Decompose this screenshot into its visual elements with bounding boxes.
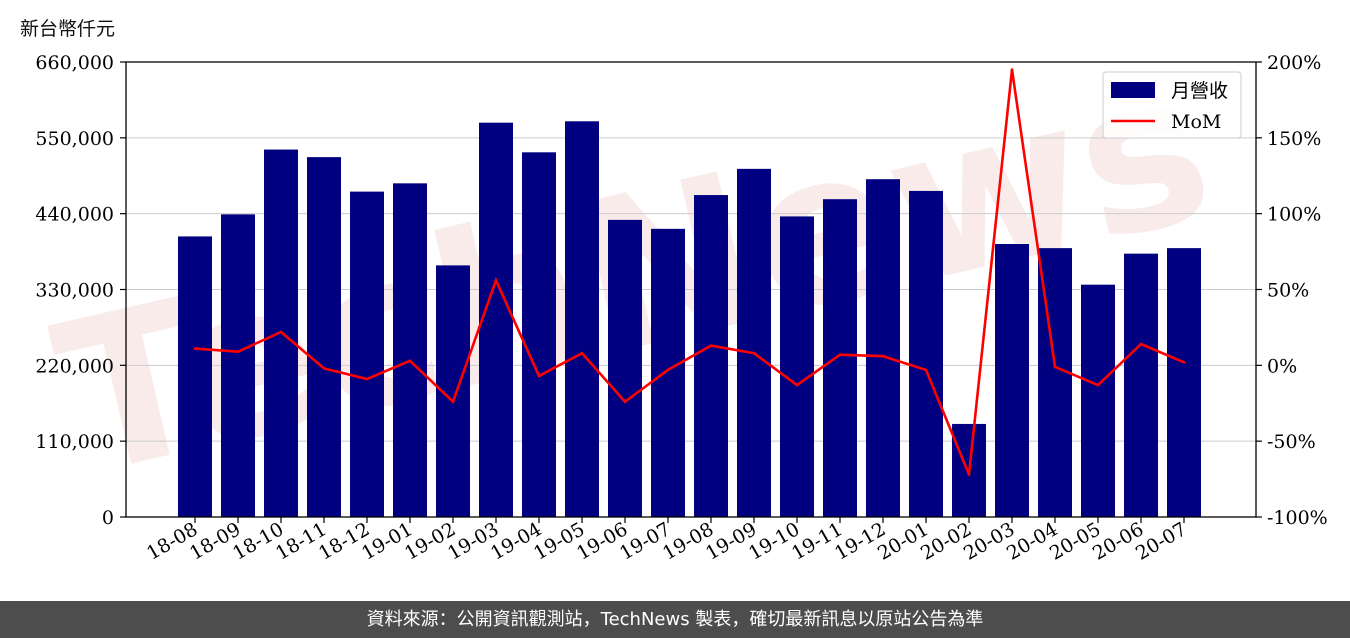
mom-point-20-04	[1053, 365, 1057, 369]
right-tick-label: 150%	[1267, 128, 1321, 150]
bar-19-10	[780, 216, 814, 517]
revenue-chart: TechNews 0110,000220,000330,000440,00055…	[35, 22, 1328, 564]
mom-point-20-05	[1096, 383, 1100, 387]
mom-point-19-05	[580, 351, 584, 355]
bar-20-07	[1167, 248, 1201, 518]
mom-point-18-10	[279, 330, 283, 334]
mom-line	[194, 69, 1185, 475]
bar-18-11	[307, 157, 341, 518]
mom-point-19-10	[795, 383, 799, 387]
right-tick-label: 50%	[1267, 280, 1309, 302]
y-axis-unit-label: 新台幣仟元	[20, 18, 116, 40]
legend-label-bar: 月營收	[1171, 80, 1228, 102]
bar-19-07	[651, 228, 685, 518]
mom-point-19-04	[537, 374, 541, 378]
left-tick-label: 110,000	[35, 431, 114, 453]
bar-19-01	[393, 183, 427, 518]
bar-19-06	[608, 219, 642, 517]
bar-19-09	[737, 168, 771, 517]
legend-swatch-bar	[1111, 82, 1155, 98]
mom-point-19-06	[623, 400, 627, 404]
bar-18-08	[178, 236, 212, 517]
bar-19-03	[479, 122, 513, 518]
bar-18-12	[350, 191, 384, 517]
mom-point-19-11	[838, 353, 842, 357]
mom-point-19-08	[709, 344, 713, 347]
right-tick-label: -50%	[1267, 431, 1316, 453]
bar-20-05	[1081, 284, 1115, 517]
right-tick-label: -100%	[1267, 507, 1328, 529]
plot-frame	[125, 61, 1257, 518]
left-tick-label: 660,000	[35, 52, 114, 74]
left-tick-label: 440,000	[35, 204, 114, 226]
mom-point-18-09	[236, 350, 240, 353]
mom-point-19-12	[881, 354, 885, 358]
mom-point-20-03	[1010, 68, 1014, 71]
line-series	[193, 68, 1186, 476]
x-tick-label: 20-07	[1132, 518, 1190, 564]
left-tick-label: 550,000	[35, 128, 114, 150]
mom-point-19-01	[408, 359, 412, 363]
left-tick-label: 0	[102, 507, 114, 529]
mom-point-19-07	[666, 368, 670, 372]
bar-19-11	[823, 199, 857, 517]
mom-point-20-01	[924, 368, 928, 372]
right-tick-label: 200%	[1267, 52, 1321, 74]
bar-18-09	[221, 214, 255, 517]
mom-point-19-02	[451, 400, 455, 404]
left-tick-label: 220,000	[35, 355, 114, 377]
bar-19-12	[866, 179, 900, 518]
right-tick-label: 100%	[1267, 204, 1321, 226]
bar-series	[178, 121, 1201, 518]
bar-20-01	[909, 190, 943, 517]
legend-label-line: MoM	[1171, 111, 1221, 133]
mom-point-19-03	[494, 279, 498, 282]
source-footer: 資料來源：公開資訊觀測站，TechNews 製表，確切最新訊息以原站公告為準	[0, 601, 1350, 638]
legend: 月營收 MoM	[1102, 71, 1242, 139]
bar-20-03	[995, 244, 1029, 517]
right-tick-label: 0%	[1267, 355, 1297, 377]
mom-point-20-06	[1139, 342, 1143, 346]
mom-point-18-08	[193, 347, 197, 350]
mom-point-20-07	[1182, 361, 1186, 364]
mom-point-18-12	[365, 377, 369, 381]
bar-19-08	[694, 195, 728, 517]
bar-19-05	[565, 121, 599, 518]
mom-point-18-11	[322, 367, 326, 370]
bar-19-04	[522, 152, 556, 517]
mom-point-19-09	[752, 351, 756, 355]
left-tick-label: 330,000	[35, 280, 114, 302]
mom-point-20-02	[967, 473, 971, 476]
bar-20-06	[1124, 253, 1158, 517]
